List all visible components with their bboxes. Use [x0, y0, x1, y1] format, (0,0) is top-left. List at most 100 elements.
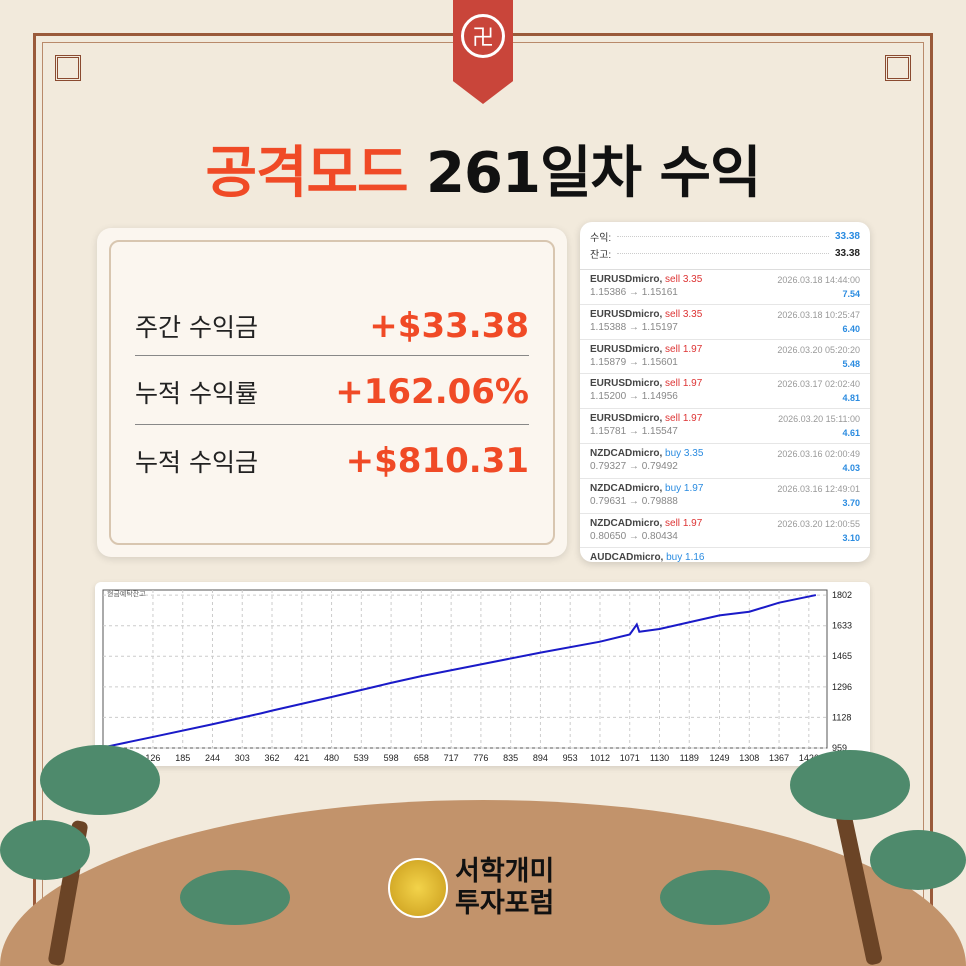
brand-line2: 투자포럼 — [455, 888, 555, 919]
x-tick-label: 1012 — [590, 753, 610, 763]
trade-side: sell — [665, 413, 681, 425]
trade-symbol: EURUSDmicro, — [590, 308, 663, 320]
trade-prices: 0.79631 → 0.79888 — [590, 495, 678, 507]
x-tick-label: 598 — [384, 753, 399, 763]
summary-label: 누적 수익금 — [135, 448, 258, 477]
trade-time: 2026.03.18 10:25:47 — [777, 309, 860, 320]
trade-time: 2026.03.20 05:20:20 — [777, 344, 860, 355]
trade-side: buy — [666, 552, 683, 562]
chart-svg: 126 185 244 303 362 421 480 539 598 658 717 776 835 8… — [102, 589, 852, 763]
x-tick-label: 717 — [444, 753, 459, 763]
y-tick-label: 1633 — [832, 621, 852, 631]
x-tick-label: 1249 — [710, 753, 730, 763]
trade-time: 2026.03.17 02:02:40 — [777, 379, 860, 390]
y-tick-label: 1465 — [832, 651, 852, 661]
trade-side: buy — [665, 447, 682, 459]
title-highlight: 공격모드 — [205, 141, 408, 206]
card-border — [109, 240, 555, 545]
summary-row: 주간 수익금 +$33.38 — [135, 292, 529, 360]
trade-side: sell — [665, 274, 681, 285]
trade-row[interactable]: EURUSDmicro, sell 1.97 1.15200 → 1.14956… — [580, 374, 870, 410]
trade-side: sell — [665, 517, 681, 529]
summary-value: +162.06% — [335, 372, 529, 412]
x-tick-label: 185 — [175, 753, 190, 763]
summary-row: 누적 수익률 +162.06% — [135, 358, 529, 426]
trade-symbol: EURUSDmicro, — [590, 274, 663, 285]
trade-row[interactable]: NZDCADmicro, buy 1.97 0.79631 → 0.79888 … — [580, 479, 870, 514]
x-tick-label: 480 — [324, 753, 339, 763]
trade-side: sell — [665, 343, 681, 355]
trade-time: 2026.03.20 12:00:55 — [777, 518, 860, 529]
trade-side: buy — [665, 482, 682, 494]
x-tick-label: 1071 — [620, 753, 640, 763]
y-tick-label: 959 — [832, 743, 847, 753]
pine-tree — [180, 870, 290, 925]
balance-label: 잔고: — [590, 250, 612, 261]
trade-symbol: NZDCADmicro, — [590, 517, 663, 529]
x-tick-label: 303 — [235, 753, 250, 763]
trade-prices: 1.15879 → 1.15601 — [590, 356, 678, 368]
x-tick-label: 1367 — [769, 753, 789, 763]
brand-line1: 서학개미 — [455, 856, 555, 887]
x-tick-label: 658 — [414, 753, 429, 763]
trade-profit: 4.81 — [842, 393, 860, 404]
y-tick-label: 1128 — [832, 712, 851, 722]
trade-lots: 1.16 — [685, 552, 705, 562]
trade-lots: 1.97 — [683, 482, 704, 494]
pine-tree — [40, 745, 160, 815]
x-tick-label: 1426 — [799, 753, 819, 763]
divider — [135, 424, 529, 425]
x-tick-label: 539 — [354, 753, 369, 763]
pine-tree — [660, 870, 770, 925]
summary-value: +$810.31 — [345, 441, 529, 481]
title-rest: 261일차 수익 — [426, 141, 761, 206]
seal-icon: 卍 — [461, 14, 505, 58]
trade-lots: 3.35 — [682, 274, 703, 285]
trade-symbol: NZDCADmicro, — [590, 482, 663, 494]
trade-prices: 1.15386 → 1.15161 — [590, 287, 678, 298]
trade-row[interactable]: NZDCADmicro, sell 1.97 0.80650 → 0.80434… — [580, 514, 870, 549]
trade-prices: 0.79327 → 0.79492 — [590, 460, 678, 472]
brand-logo-coin — [388, 858, 448, 918]
trade-time: 2026.03.20 15:11:00 — [778, 414, 860, 425]
summary-row: 누적 수익금 +$810.31 — [135, 427, 529, 495]
trade-symbol: EURUSDmicro, — [590, 413, 663, 425]
page-title: 공격모드 261일차 수익 — [0, 128, 966, 209]
trade-profit: 5.48 — [842, 358, 860, 369]
y-tick-label: 1296 — [832, 682, 852, 692]
pine-tree — [790, 750, 910, 820]
trade-row[interactable]: EURUSDmicro, sell 3.35 1.15386 → 1.15161… — [580, 270, 870, 305]
trade-prices: 1.15781 → 1.15547 — [590, 426, 678, 438]
trade-profit: 6.40 — [842, 323, 860, 334]
trade-row[interactable]: EURUSDmicro, sell 1.97 1.15781 → 1.15547… — [580, 409, 870, 444]
trade-symbol: EURUSDmicro, — [590, 378, 663, 390]
trade-profit: 7.54 — [842, 289, 860, 299]
trade-row[interactable]: EURUSDmicro, sell 3.35 1.15388 → 1.15197… — [580, 305, 870, 340]
profit-label: 수익: — [590, 233, 612, 244]
balance-chart: 126 185 244 303 362 421 480 539 598 658 717 776 835 8… — [95, 582, 870, 766]
chart-title: 현금예탁잔고 — [107, 589, 146, 598]
account-summary: 수익: 33.38 잔고: 33.38 — [580, 222, 870, 270]
trade-time: 2026.03.16 12:49:01 — [777, 483, 860, 494]
y-tick-label: 1802 — [832, 590, 852, 600]
pine-tree — [870, 830, 966, 890]
trade-history-panel[interactable]: 수익: 33.38 잔고: 33.38 EURUSDmicro, sell 3.35… — [580, 222, 870, 562]
trade-time: 2026.03.16 02:00:49 — [777, 448, 860, 459]
x-tick-label: 1189 — [680, 753, 699, 763]
trade-profit: 4.03 — [842, 462, 860, 473]
brand-name: 서학개미 투자포럼 — [455, 856, 554, 920]
trade-lots: 1.97 — [682, 517, 703, 529]
trade-time: 2026.03.18 14:44:00 — [777, 275, 860, 285]
trade-row[interactable]: AUDCADmicro, buy 1.16 — [580, 548, 870, 562]
trade-profit: 3.10 — [842, 532, 860, 543]
trade-row[interactable]: NZDCADmicro, buy 3.35 0.79327 → 0.79492 … — [580, 444, 870, 479]
trade-row[interactable]: EURUSDmicro, sell 1.97 1.15879 → 1.15601… — [580, 340, 870, 375]
trade-lots: 3.35 — [683, 447, 704, 459]
trade-lots: 3.35 — [682, 308, 703, 320]
trade-lots: 1.97 — [682, 378, 703, 390]
trade-prices: 1.15388 → 1.15197 — [590, 321, 678, 333]
x-tick-label: 776 — [473, 753, 488, 763]
x-tick-label: 1308 — [739, 753, 759, 763]
summary-label: 누적 수익률 — [135, 379, 258, 408]
trade-symbol: AUDCADmicro, — [590, 552, 664, 562]
